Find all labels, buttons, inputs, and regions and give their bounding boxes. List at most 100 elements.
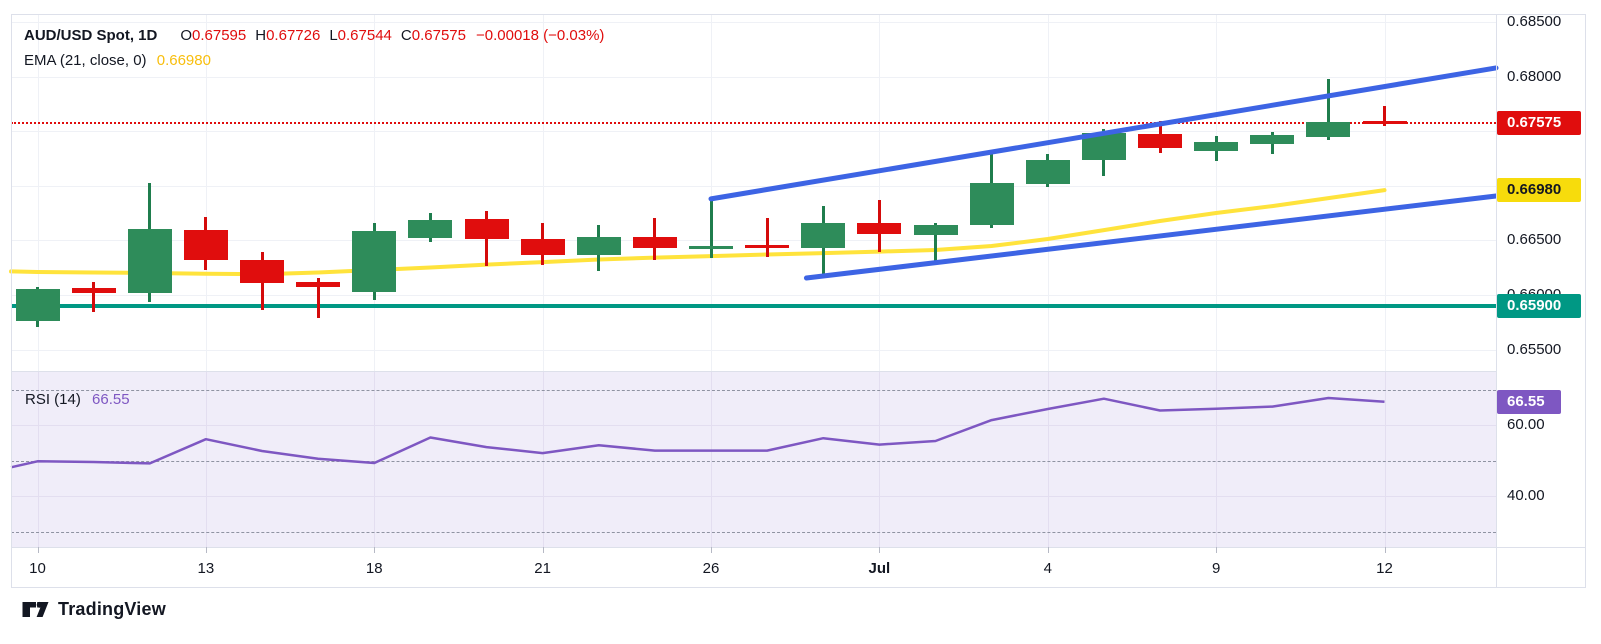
last-price-line <box>11 121 1496 124</box>
horizontal-gridline <box>11 349 1496 351</box>
pane-separator[interactable] <box>11 371 1496 372</box>
candle-body <box>1362 120 1407 124</box>
ohlc-value: 0.67544 <box>337 27 392 44</box>
candle-body <box>857 222 902 234</box>
vertical-gridline <box>1216 372 1218 547</box>
price-axis-label: 0.68000 <box>1507 67 1562 85</box>
horizontal-gridline <box>11 240 1496 242</box>
vertical-gridline <box>374 372 376 547</box>
chart-border-right <box>1585 14 1586 588</box>
candle-body <box>632 236 677 248</box>
candle-wick <box>765 217 769 258</box>
candle-body <box>71 287 116 294</box>
rsi-legend[interactable]: RSI (14) 66.55 <box>25 391 130 408</box>
tradingview-logo-icon <box>22 601 49 617</box>
price-axis-label: 0.68500 <box>1507 13 1562 30</box>
vertical-gridline <box>542 372 544 547</box>
candle-wick <box>709 198 713 259</box>
candle-wick <box>316 277 320 319</box>
ohlc-key: H <box>255 27 267 44</box>
rsi-level-dashed <box>11 460 1496 462</box>
candle-body <box>1138 134 1182 149</box>
candle-body <box>1081 132 1126 161</box>
time-axis-tick <box>1384 547 1386 553</box>
time-axis-label: 13 <box>197 560 215 577</box>
change-value: −0.00018 (−0.03%) <box>475 27 605 44</box>
ema-legend-label: EMA (21, close, 0) <box>24 52 147 69</box>
candle-body <box>296 281 341 288</box>
last-price-badge: 0.67575 <box>1497 110 1581 135</box>
vertical-gridline <box>1216 14 1218 372</box>
channel-lower-line[interactable] <box>803 193 1499 281</box>
axis-separator <box>1496 14 1497 587</box>
ema-badge: 0.66980 <box>1497 178 1581 203</box>
time-axis-label: 9 <box>1211 560 1221 577</box>
timeaxis-separator <box>11 547 1585 548</box>
rsi-legend-value: 66.55 <box>92 391 130 408</box>
time-axis-tick <box>879 547 881 553</box>
time-axis-label: Jul <box>868 560 891 577</box>
horizontal-gridline <box>11 22 1496 23</box>
time-axis-tick <box>205 547 207 553</box>
vertical-gridline <box>711 372 712 547</box>
candle-body <box>408 219 453 239</box>
rsi-level-dashed <box>11 389 1496 391</box>
vertical-gridline <box>1047 372 1049 547</box>
rsi-badge: 66.55 <box>1497 389 1561 414</box>
tradingview-logo[interactable]: TradingView <box>22 599 166 620</box>
vertical-gridline <box>374 14 376 372</box>
time-axis-tick <box>1047 547 1049 553</box>
time-axis-tick <box>374 547 376 553</box>
time-axis[interactable] <box>11 547 1585 587</box>
time-axis-label: 21 <box>534 560 551 577</box>
time-axis-tick <box>711 547 712 553</box>
horizontal-gridline <box>11 76 1496 78</box>
rsi-level-dashed <box>11 531 1496 533</box>
rsi-legend-label: RSI (14) <box>25 391 81 408</box>
time-axis-label: 4 <box>1043 560 1052 577</box>
horizontal-gridline <box>11 294 1496 296</box>
rsi-gridline <box>11 496 1496 498</box>
vertical-gridline <box>1384 372 1386 547</box>
vertical-gridline <box>711 14 712 372</box>
tradingview-logo-text: TradingView <box>58 599 166 619</box>
vertical-gridline <box>879 14 881 372</box>
rsi-gridline <box>11 425 1496 427</box>
candle-body <box>127 229 172 293</box>
candle-body <box>183 229 228 260</box>
candle-wick <box>92 281 96 312</box>
time-axis-label: 12 <box>1376 560 1393 577</box>
vertical-gridline <box>205 372 207 547</box>
symbol-title: AUD/USD Spot, 1D <box>24 27 158 44</box>
symbol-legend[interactable]: AUD/USD Spot, 1D O0.67595 H0.67726 L0.67544… <box>24 27 604 44</box>
vertical-gridline <box>542 14 544 372</box>
horizontal-gridline <box>11 185 1496 187</box>
chart-border-top <box>11 14 1585 15</box>
ohlc-values: O0.67595 H0.67726 L0.67544 C0.67575 <box>171 27 466 44</box>
vertical-gridline <box>1384 14 1386 372</box>
candle-body <box>1250 135 1295 144</box>
price-axis-label: 0.66500 <box>1507 231 1562 249</box>
price-axis-label: 0.65500 <box>1507 340 1562 358</box>
support-line[interactable] <box>11 303 1496 308</box>
rsi-axis-label: 60.00 <box>1507 416 1545 434</box>
candle-body <box>576 237 621 255</box>
vertical-gridline <box>879 372 881 547</box>
chart-border-bottom <box>11 587 1585 588</box>
time-axis-label: 26 <box>702 560 720 577</box>
candle-body <box>464 219 509 239</box>
ohlc-key: C <box>400 27 412 44</box>
candle-body <box>352 230 397 292</box>
time-axis-label: 10 <box>29 560 46 577</box>
ema-legend-value: 0.66980 <box>156 52 211 69</box>
chart-border-left <box>11 14 12 587</box>
ema-legend[interactable]: EMA (21, close, 0) 0.66980 <box>24 52 211 69</box>
candle-body <box>969 183 1014 226</box>
ohlc-key: L <box>329 27 338 44</box>
support-badge: 0.65900 <box>1497 293 1581 318</box>
ohlc-value: 0.67575 <box>411 27 466 44</box>
candle-body <box>1025 160 1070 184</box>
candle-body <box>1306 121 1351 138</box>
candle-body <box>520 239 565 255</box>
candle-body <box>240 259 284 284</box>
